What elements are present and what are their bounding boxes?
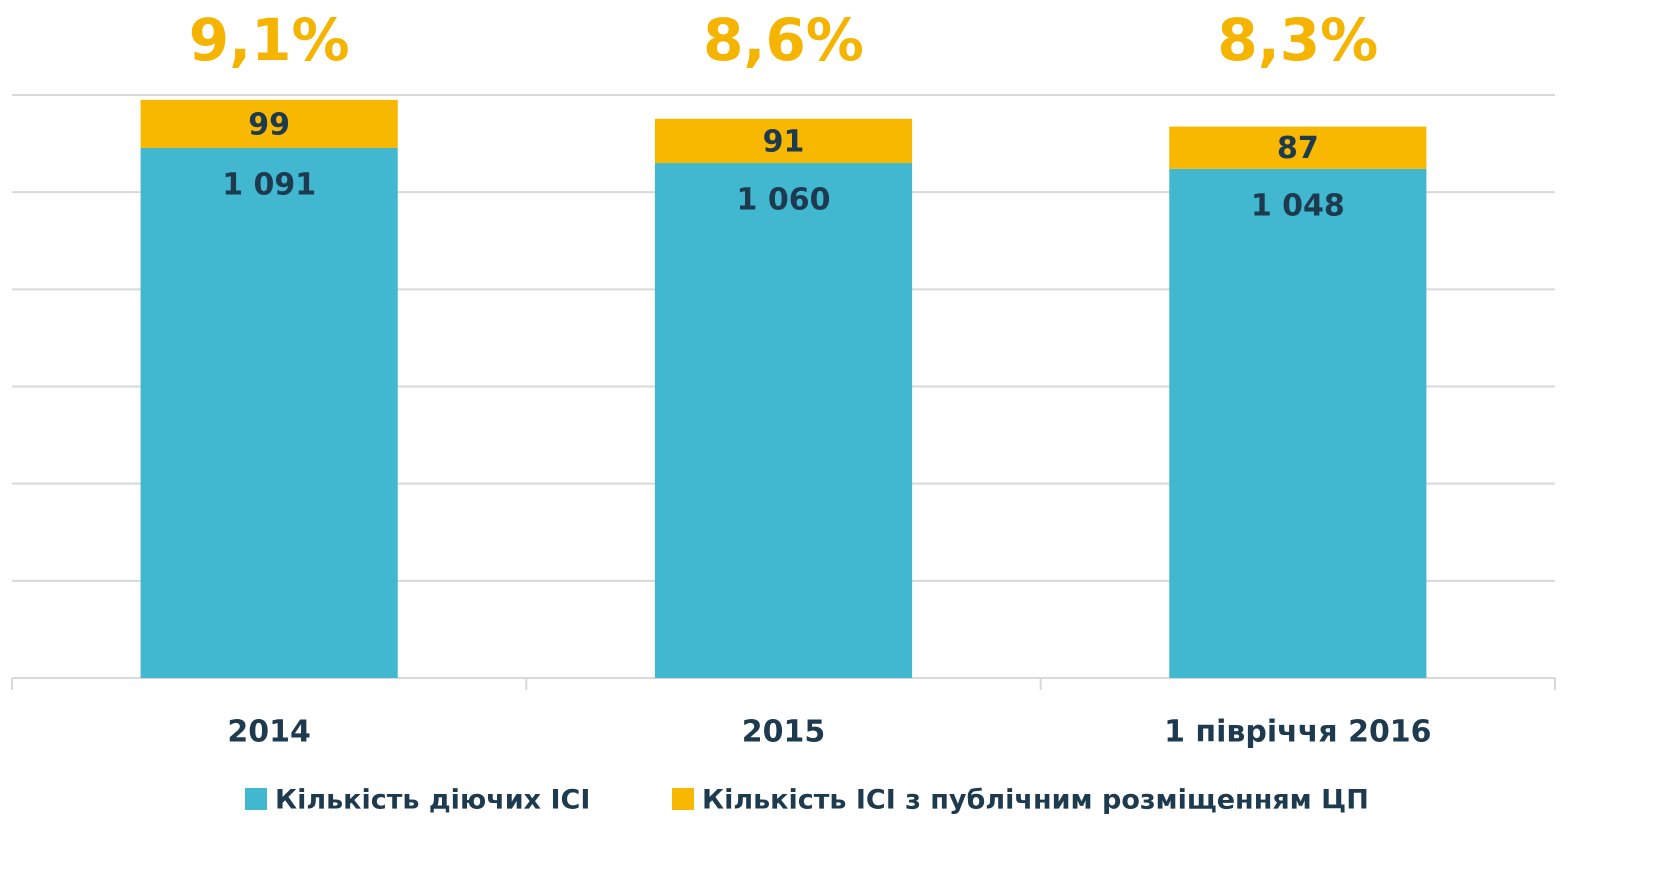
- share-label: 8,6%: [703, 6, 864, 74]
- bar-segment: [654, 118, 913, 164]
- data-label: 99: [248, 107, 290, 142]
- legend-label: Кількість ІСІ з публічним розміщенням ЦП: [702, 785, 1369, 816]
- legend-swatch: [672, 788, 694, 810]
- share-label: 9,1%: [189, 6, 350, 74]
- data-label: 1 060: [737, 183, 831, 218]
- x-tick-label: 2015: [742, 715, 826, 750]
- share-label: 8,3%: [1217, 6, 1378, 74]
- data-label: 1 091: [222, 167, 316, 202]
- x-tick-label: 2014: [227, 715, 311, 750]
- bar-segment: [1169, 126, 1427, 169]
- bar-segment: [654, 163, 913, 678]
- legend-swatch: [245, 788, 267, 810]
- data-label: 1 048: [1251, 188, 1345, 223]
- bar-segment: [1169, 168, 1427, 678]
- bar-segment: [140, 147, 398, 679]
- legend-label: Кількість діючих ІСІ: [275, 785, 590, 816]
- data-label: 91: [763, 124, 805, 159]
- data-label: 87: [1277, 131, 1319, 166]
- bar-segment: [140, 99, 398, 148]
- x-tick-label: 1 півріччя 2016: [1164, 715, 1431, 750]
